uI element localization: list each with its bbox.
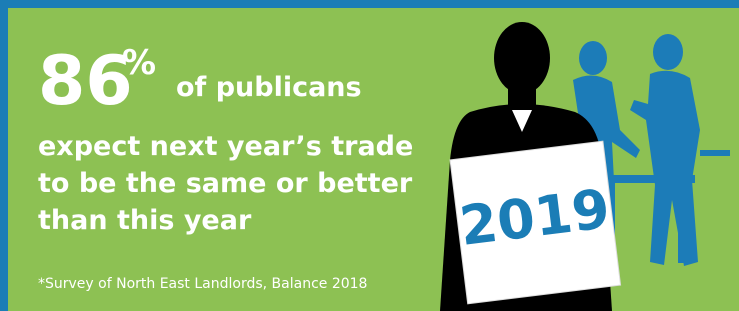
headline-unit: % — [122, 43, 156, 83]
body-line: than this year — [38, 205, 252, 236]
body-line: expect next year’s trade — [38, 131, 413, 162]
headline-text: of publicans — [176, 72, 362, 103]
body-line: to be the same or better — [38, 168, 413, 199]
left-border — [0, 0, 8, 311]
infographic: 2019 86 % of publicans expect next year’… — [0, 0, 739, 311]
sign: 2019 — [450, 141, 621, 304]
headline-number: 86 — [38, 42, 133, 121]
top-border — [0, 0, 739, 8]
footnote: *Survey of North East Landlords, Balance… — [38, 276, 367, 292]
